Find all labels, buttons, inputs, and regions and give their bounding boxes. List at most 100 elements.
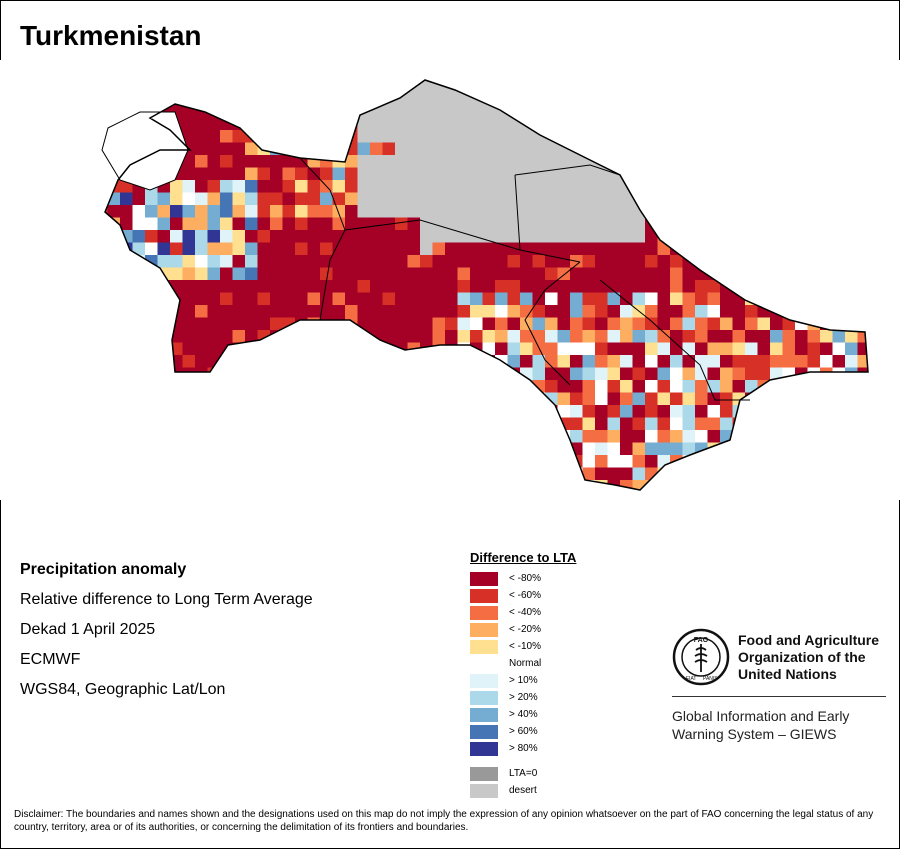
grid-cell (607, 430, 621, 443)
grid-cell (420, 192, 433, 206)
grid-cell (207, 255, 221, 268)
grid-cell (620, 442, 633, 456)
grid-cell (745, 355, 758, 368)
grid-cell (370, 205, 383, 218)
grid-cell (307, 167, 321, 181)
grid-cell (470, 292, 483, 306)
grid-cell (257, 217, 271, 231)
grid-cell (595, 417, 608, 431)
grid-cell (332, 280, 346, 293)
grid-cell (582, 167, 596, 181)
grid-cell (195, 355, 208, 368)
legend-title: Difference to LTA (470, 550, 577, 565)
grid-cell (257, 155, 271, 168)
grid-cell (582, 442, 596, 456)
grid-cell (220, 155, 233, 168)
grid-cell (507, 130, 521, 143)
grid-cell (507, 342, 521, 356)
grid-cell (295, 217, 308, 231)
grid-cell (832, 342, 846, 356)
grid-cell (457, 242, 471, 256)
grid-cell (245, 280, 258, 293)
grid-cell (670, 317, 683, 331)
grid-cell (445, 230, 458, 243)
grid-cell (557, 180, 571, 193)
grid-cell (645, 455, 658, 468)
grid-cell (495, 317, 508, 331)
grid-cell (570, 292, 583, 306)
grid-cell (232, 242, 246, 256)
grid-cell (520, 217, 533, 231)
grid-cell (545, 367, 558, 381)
grid-cell (557, 405, 571, 418)
grid-cell (857, 330, 868, 343)
grid-cell (657, 430, 671, 443)
grid-cell (282, 180, 296, 193)
grid-cell (220, 180, 233, 193)
grid-cell (557, 255, 571, 268)
grid-cell (645, 342, 658, 356)
fao-name-line2: Organization of the (738, 648, 866, 665)
grid-cell (632, 480, 646, 490)
grid-cell (507, 280, 521, 293)
grid-cell (520, 255, 533, 268)
grid-cell (557, 392, 571, 406)
grid-cell (207, 155, 221, 168)
grid-cell (195, 305, 208, 318)
legend-item: < -10% (470, 638, 576, 655)
grid-cell (457, 205, 471, 218)
grid-cell (345, 155, 358, 168)
grid-cell (670, 392, 683, 406)
grid-cell (195, 167, 208, 181)
grid-cell (682, 367, 696, 381)
grid-cell (470, 267, 483, 281)
grid-cell (557, 155, 571, 168)
grid-cell (682, 355, 696, 368)
grid-cell (320, 305, 333, 318)
grid-cell (307, 280, 321, 293)
grid-cell (520, 305, 533, 318)
grid-cell (407, 167, 421, 181)
grid-cell (495, 130, 508, 143)
grid-cell (632, 267, 646, 281)
grid-cell (195, 117, 208, 131)
grid-cell (645, 255, 658, 268)
grid-cell (445, 205, 458, 218)
grid-cell (620, 280, 633, 293)
grid-cell (370, 142, 383, 156)
grid-cell (557, 192, 571, 206)
grid-cell (420, 155, 433, 168)
legend-item: desert (470, 782, 576, 799)
grid-cell (282, 167, 296, 181)
grid-cell (682, 380, 696, 393)
grid-cell (670, 430, 683, 443)
grid-cell (370, 255, 383, 268)
grid-cell (395, 305, 408, 318)
grid-cell (105, 205, 108, 218)
grid-cell (670, 342, 683, 356)
grid-cell (407, 230, 421, 243)
grid-cell (295, 255, 308, 268)
grid-cell (845, 342, 858, 356)
grid-cell (207, 330, 221, 343)
grid-cell (545, 192, 558, 206)
grid-cell (457, 180, 471, 193)
fao-block: FAO FIAT PANIS Food and Agriculture Orga… (672, 628, 888, 743)
grid-cell (595, 255, 608, 268)
grid-cell (370, 305, 383, 318)
grid-cell (507, 192, 521, 206)
grid-cell (482, 317, 496, 331)
grid-cell (557, 280, 571, 293)
grid-cell (457, 267, 471, 281)
fao-motto-left: FIAT (686, 676, 696, 682)
grid-cell (407, 192, 421, 206)
grid-cell (182, 205, 196, 218)
grid-cell (445, 280, 458, 293)
grid-cell (332, 267, 346, 281)
grid-cell (795, 342, 808, 356)
grid-cell (595, 367, 608, 381)
grid-cell (607, 467, 621, 481)
grid-cell (532, 367, 546, 381)
fao-divider (672, 696, 886, 697)
grid-cell (620, 367, 633, 381)
